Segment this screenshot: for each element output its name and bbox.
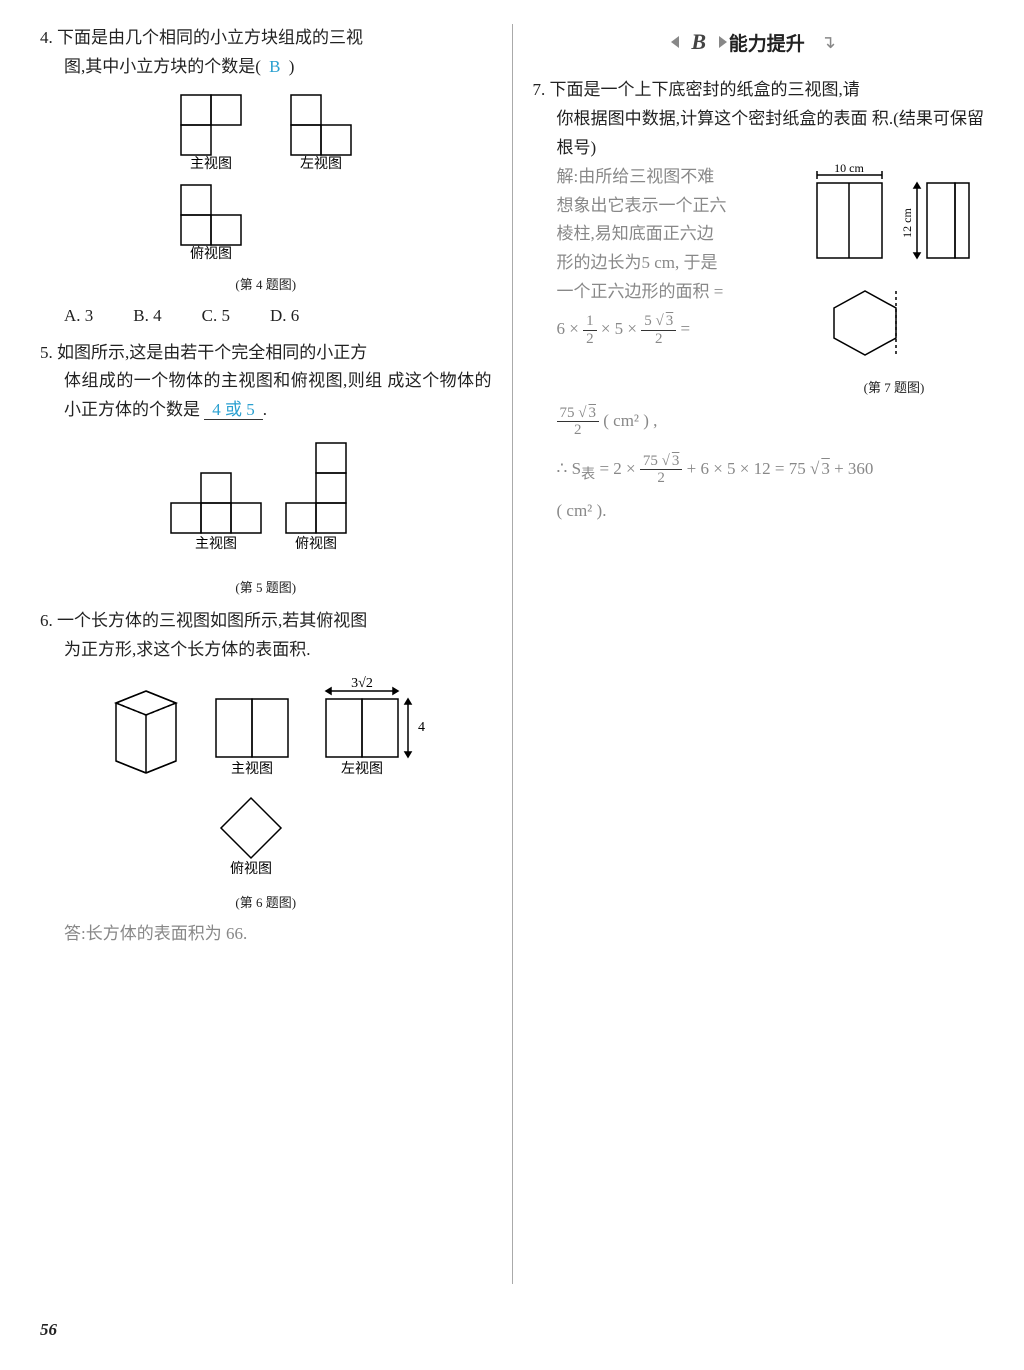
q4-text-b: 图,其中小立方块的个数是( — [64, 57, 261, 76]
arrow-icon: ↴ — [821, 32, 836, 53]
q7-sol-l1: 解:由所给三视图不难 — [557, 163, 795, 192]
section-header: B 能力提升 ↴ — [533, 24, 985, 60]
q7-sol-l5: 一个正六边形的面积 = — [557, 278, 795, 307]
q5-answer: 4 或 5 — [204, 400, 263, 420]
column-divider — [512, 24, 513, 1284]
q7-solution-left: 解:由所给三视图不难 想象出它表示一个正六 棱柱,易知底面正六边 形的边长为5 … — [557, 163, 795, 347]
sqrt3c: 3 — [670, 453, 680, 469]
q7-fa: ∴ S — [557, 459, 582, 478]
q6-figure: 3√2 4 主视图 左视图 俯视图 (第 6 题图) — [40, 673, 492, 914]
q7-dim-w: 10 cm — [834, 163, 864, 175]
f75n: 75 — [560, 405, 579, 421]
q6-number: 6. — [40, 611, 53, 630]
q4-text-a: 下面是由几个相同的小立方块组成的三视 — [57, 28, 363, 47]
q6-label-front: 主视图 — [231, 761, 273, 777]
five: 5 — [644, 313, 655, 329]
q6-dim-top: 3√2 — [351, 676, 373, 691]
right-column: B 能力提升 ↴ 7. 下面是一个上下底密封的纸盒的三视图,请 你根据图中数据,… — [533, 24, 985, 1284]
q6-solution: 答:长方体的表面积为 66. — [40, 920, 492, 949]
q5-text-a: 如图所示,这是由若干个完全相同的小正方 — [57, 343, 367, 362]
q7-sol-l3: 棱柱,易知底面正六边 — [557, 220, 795, 249]
frac-n: 1 — [583, 313, 597, 331]
q7-fb: = 2 × — [599, 459, 639, 478]
q7-unit1: ( cm² ) , — [603, 411, 657, 430]
left-column: 4. 下面是由几个相同的小立方块组成的三视 图,其中小立方块的个数是( B ) — [40, 24, 492, 1284]
q4-label-front: 主视图 — [190, 156, 232, 170]
question-5: 5. 如图所示,这是由若干个完全相同的小正方 体组成的一个物体的主视图和俯视图,… — [40, 339, 492, 600]
q7-fd: + 360 — [834, 459, 873, 478]
q6-views-row2: 俯视图 — [96, 793, 436, 878]
sqrt3b: 3 — [586, 405, 596, 421]
question-6: 6. 一个长方体的三视图如图所示,若其俯视图 为正方形,求这个长方体的表面积. — [40, 607, 492, 949]
q7-final: ∴ S表 = 2 × 75 √32 + 6 × 5 × 12 = 75 √3 +… — [557, 453, 985, 487]
q7-dim-h: 12 cm — [900, 207, 914, 237]
q7-eq1-b: × 5 × — [601, 319, 641, 338]
q5-label-top: 俯视图 — [295, 536, 337, 552]
q7-eq1: 6 × 12 × 5 × 5 √32 = — [557, 313, 795, 347]
q7-caption: (第 7 题图) — [804, 377, 984, 399]
q4-choice-d: D. 6 — [270, 302, 299, 331]
q7-unit2: ( cm² ). — [557, 497, 985, 526]
q4-choice-a: A. 3 — [64, 302, 93, 331]
q7-sol-l2: 想象出它表示一个正六 — [557, 192, 795, 221]
f75d2: 2 — [640, 470, 682, 487]
q4-answer: B — [265, 57, 284, 76]
q7-solution-below: 75 √32 ( cm² ) , ∴ S表 = 2 × 75 √32 + 6 ×… — [533, 405, 985, 526]
q6-dim-side: 4 — [418, 720, 425, 735]
q5-views: 主视图 俯视图 — [141, 433, 391, 563]
q5-caption: (第 5 题图) — [40, 577, 492, 599]
section-badge: B — [681, 24, 717, 60]
question-4: 4. 下面是由几个相同的小立方块组成的三视 图,其中小立方块的个数是( B ) — [40, 24, 492, 331]
q4-choices: A. 3 B. 4 C. 5 D. 6 — [40, 302, 492, 331]
q6-views-row1: 3√2 4 主视图 左视图 — [96, 673, 436, 783]
f75d: 2 — [557, 422, 599, 439]
q6-caption: (第 6 题图) — [40, 892, 492, 914]
section-title: 能力提升 — [729, 29, 805, 56]
f75n2: 75 — [643, 453, 662, 469]
sqrt3d: 3 — [819, 459, 830, 478]
q4-views-row1: 主视图 左视图 — [151, 90, 381, 170]
q4-caption: (第 4 题图) — [40, 274, 492, 296]
q6-label-top: 俯视图 — [230, 861, 272, 877]
page-number: 56 — [40, 1320, 57, 1340]
frac-d: 2 — [583, 331, 597, 348]
q7-figure: 10 cm 12 cm (第 7 题图) — [804, 163, 984, 399]
q7-sub: 表 — [581, 466, 595, 482]
q7-number: 7. — [533, 80, 546, 99]
q4-choice-b: B. 4 — [133, 302, 161, 331]
q6-text-a: 一个长方体的三视图如图所示,若其俯视图 — [57, 611, 367, 630]
sqrt3: 3 — [664, 313, 674, 329]
q7-text-a: 下面是一个上下底密封的纸盒的三视图,请 — [550, 80, 860, 99]
q7-fc: + 6 × 5 × 12 = 75 — [687, 459, 810, 478]
q5-label-front: 主视图 — [195, 536, 237, 552]
q5-text-b: 体组成的一个物体的主视图和俯视图,则组 — [64, 371, 383, 390]
q4-number: 4. — [40, 28, 53, 47]
frac-d2: 2 — [641, 331, 676, 348]
q4-figure: 主视图 左视图 俯视图 (第 4 题图) — [40, 90, 492, 296]
q5-number: 5. — [40, 343, 53, 362]
q7-svg: 10 cm 12 cm — [807, 163, 982, 363]
q6-label-side: 左视图 — [341, 761, 383, 777]
q4-views-row2: 俯视图 — [151, 180, 381, 260]
q6-text-b: 为正方形,求这个长方体的表面积. — [64, 640, 311, 659]
q5-text-d: . — [263, 400, 267, 419]
question-7: 7. 下面是一个上下底密封的纸盒的三视图,请 你根据图中数据,计算这个密封纸盒的… — [533, 76, 985, 526]
q7-eq2: 75 √32 ( cm² ) , — [557, 405, 985, 439]
q4-label-side: 左视图 — [300, 156, 342, 170]
q5-figure: 主视图 俯视图 (第 5 题图) — [40, 433, 492, 599]
q7-sol-l4: 形的边长为5 cm, 于是 — [557, 249, 795, 278]
q7-text-b: 你根据图中数据,计算这个密封纸盒的表面 — [557, 109, 868, 128]
q7-eq1-a: 6 × — [557, 319, 584, 338]
q7-eq1-c: = — [681, 319, 691, 338]
q4-text-c: ) — [289, 57, 295, 76]
q4-choice-c: C. 5 — [202, 302, 230, 331]
q4-label-top: 俯视图 — [190, 246, 232, 260]
